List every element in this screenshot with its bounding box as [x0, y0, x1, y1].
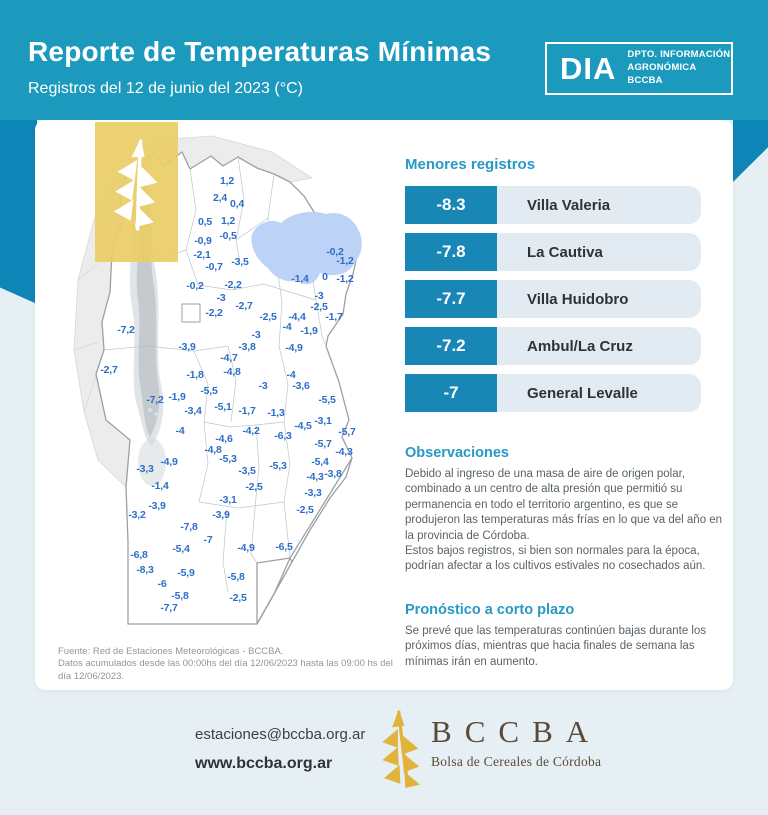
record-place: Villa Valeria — [497, 186, 701, 224]
record-row: -7 General Levalle — [405, 374, 701, 412]
record-value: -7.8 — [405, 233, 497, 271]
page-title: Reporte de Temperaturas Mínimas — [28, 36, 492, 67]
record-row: -7.7 Villa Huidobro — [405, 280, 701, 318]
record-place: General Levalle — [497, 374, 701, 412]
dia-dept-line1: DPTO. INFORMACIÓN — [627, 49, 731, 61]
logo-text: BCCBA Bolsa de Cereales de Córdoba — [431, 716, 601, 770]
page-subtitle: Registros del 12 de junio del 2023 (°C) — [28, 80, 303, 97]
record-row: -7.8 La Cautiva — [405, 233, 701, 271]
source-line1: Fuente: Red de Estaciones Meteorológicas… — [58, 646, 284, 657]
record-value: -7.7 — [405, 280, 497, 318]
content-card: 1,2 2,4 0,4 0,5 1,2 -0,5 -0,9 -2,1 -0,7 -3,5 -0,2-… — [35, 120, 733, 690]
records-list: -8.3 Villa Valeria -7.8 La Cautiva -7.7 … — [405, 186, 701, 412]
dia-badge: DIA DPTO. INFORMACIÓN AGRONÓMICA BCCBA — [545, 42, 733, 95]
right-accent-shape — [733, 120, 768, 182]
observations-section: Observaciones Debido al ingreso de una m… — [405, 445, 732, 575]
footer: estaciones@bccba.org.ar www.bccba.org.ar… — [0, 690, 768, 815]
capital-square-marker — [181, 303, 201, 323]
record-value: -7.2 — [405, 327, 497, 365]
dia-acronym: DIA — [560, 51, 617, 86]
logo-subtitle: Bolsa de Cereales de Córdoba — [431, 754, 602, 769]
header-band: Reporte de Temperaturas Mínimas Registro… — [0, 0, 768, 120]
dia-dept-line2: AGRONÓMICA BCCBA — [627, 62, 697, 86]
forecast-heading: Pronóstico a corto plazo — [405, 601, 575, 618]
bccba-logo: BCCBA Bolsa de Cereales de Córdoba — [382, 706, 601, 788]
lake-mar-chiquita — [251, 211, 362, 285]
wheat-icon — [113, 138, 158, 231]
source-line2: Datos acumulados desde las 00:00hs del d… — [58, 658, 393, 682]
record-row: -7.2 Ambul/La Cruz — [405, 327, 701, 365]
records-heading: Menores registros — [405, 156, 536, 173]
contact-email[interactable]: estaciones@bccba.org.ar — [195, 726, 366, 743]
record-value: -7 — [405, 374, 497, 412]
logo-acronym: BCCBA — [431, 714, 602, 749]
record-value: -8.3 — [405, 186, 497, 224]
contact-block: estaciones@bccba.org.ar www.bccba.org.ar — [195, 726, 365, 773]
records-panel: Menores registros -8.3 Villa Valeria -7.… — [405, 156, 732, 670]
cordoba-temperature-map: 1,2 2,4 0,4 0,5 1,2 -0,5 -0,9 -2,1 -0,7 -3,5 -0,2-… — [60, 122, 390, 647]
record-place: Ambul/La Cruz — [497, 327, 701, 365]
source-note: Fuente: Red de Estaciones Meteorológicas… — [58, 646, 403, 683]
record-place: La Cautiva — [497, 233, 701, 271]
observations-paragraph-2: Estos bajos registros, si bien son norma… — [405, 545, 706, 573]
forecast-section: Pronóstico a corto plazo Se prevé que la… — [405, 602, 732, 670]
record-place: Villa Huidobro — [497, 280, 701, 318]
observations-heading: Observaciones — [405, 445, 509, 461]
observations-paragraph-1: Debido al ingreso de una masa de aire de… — [405, 468, 723, 542]
forecast-paragraph: Se prevé que las temperaturas continúen … — [405, 624, 707, 668]
left-accent-shape — [0, 120, 37, 304]
dia-department-label: DPTO. INFORMACIÓN AGRONÓMICA BCCBA — [627, 49, 731, 87]
contact-website[interactable]: www.bccba.org.ar — [195, 755, 333, 772]
province-map-svg — [73, 122, 362, 625]
highlight-yellow-box — [95, 122, 178, 262]
record-row: -8.3 Villa Valeria — [405, 186, 701, 224]
wheat-logo-icon — [382, 709, 421, 788]
